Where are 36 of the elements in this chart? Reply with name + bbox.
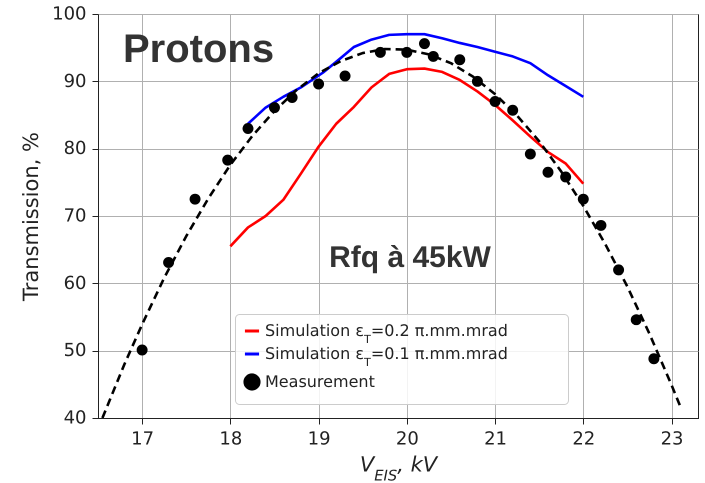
- x-tick-label: 17: [131, 428, 154, 450]
- x-tick-label: 19: [308, 428, 331, 450]
- y-tick-label: 40: [64, 408, 86, 428]
- point: [242, 123, 254, 134]
- x-tick-label: 20: [396, 428, 419, 450]
- point: [163, 256, 174, 268]
- point: [313, 78, 324, 90]
- y-axis-title: Transmission, %: [19, 132, 44, 302]
- point: [136, 344, 148, 356]
- legend-label: Simulation ε$_{T}$=0.2 π.mm.mrad: [265, 321, 508, 346]
- x-tick-label: 23: [660, 428, 684, 450]
- point: [648, 353, 660, 364]
- point: [524, 148, 536, 160]
- y-tick-label: 50: [64, 340, 86, 362]
- x-axis-title: V$_{EIS}$, kV: [360, 452, 439, 483]
- point: [630, 314, 642, 326]
- y-tick-label: 60: [64, 272, 86, 294]
- x-tick-label: 18: [219, 428, 242, 450]
- point: [222, 154, 234, 166]
- point: [190, 194, 201, 205]
- point: [542, 166, 554, 178]
- y-tick-label: 70: [64, 206, 86, 226]
- annotation: Protons: [123, 27, 274, 71]
- point: [418, 38, 430, 50]
- annotation: Rfq à 45kW: [329, 241, 492, 274]
- y-tick-label: 100: [52, 4, 86, 24]
- legend-label: Measurement: [265, 372, 375, 391]
- x-tick-label: 22: [572, 428, 596, 450]
- point: [340, 70, 351, 82]
- y-tick-label: 90: [64, 70, 86, 92]
- point: [595, 220, 606, 231]
- y-tick-label: 80: [64, 138, 86, 160]
- point: [454, 54, 466, 66]
- legend-label: Simulation ε$_{T}$=0.1 π.mm.mrad: [265, 344, 508, 368]
- x-tick-label: 21: [484, 428, 508, 450]
- point: [490, 96, 501, 107]
